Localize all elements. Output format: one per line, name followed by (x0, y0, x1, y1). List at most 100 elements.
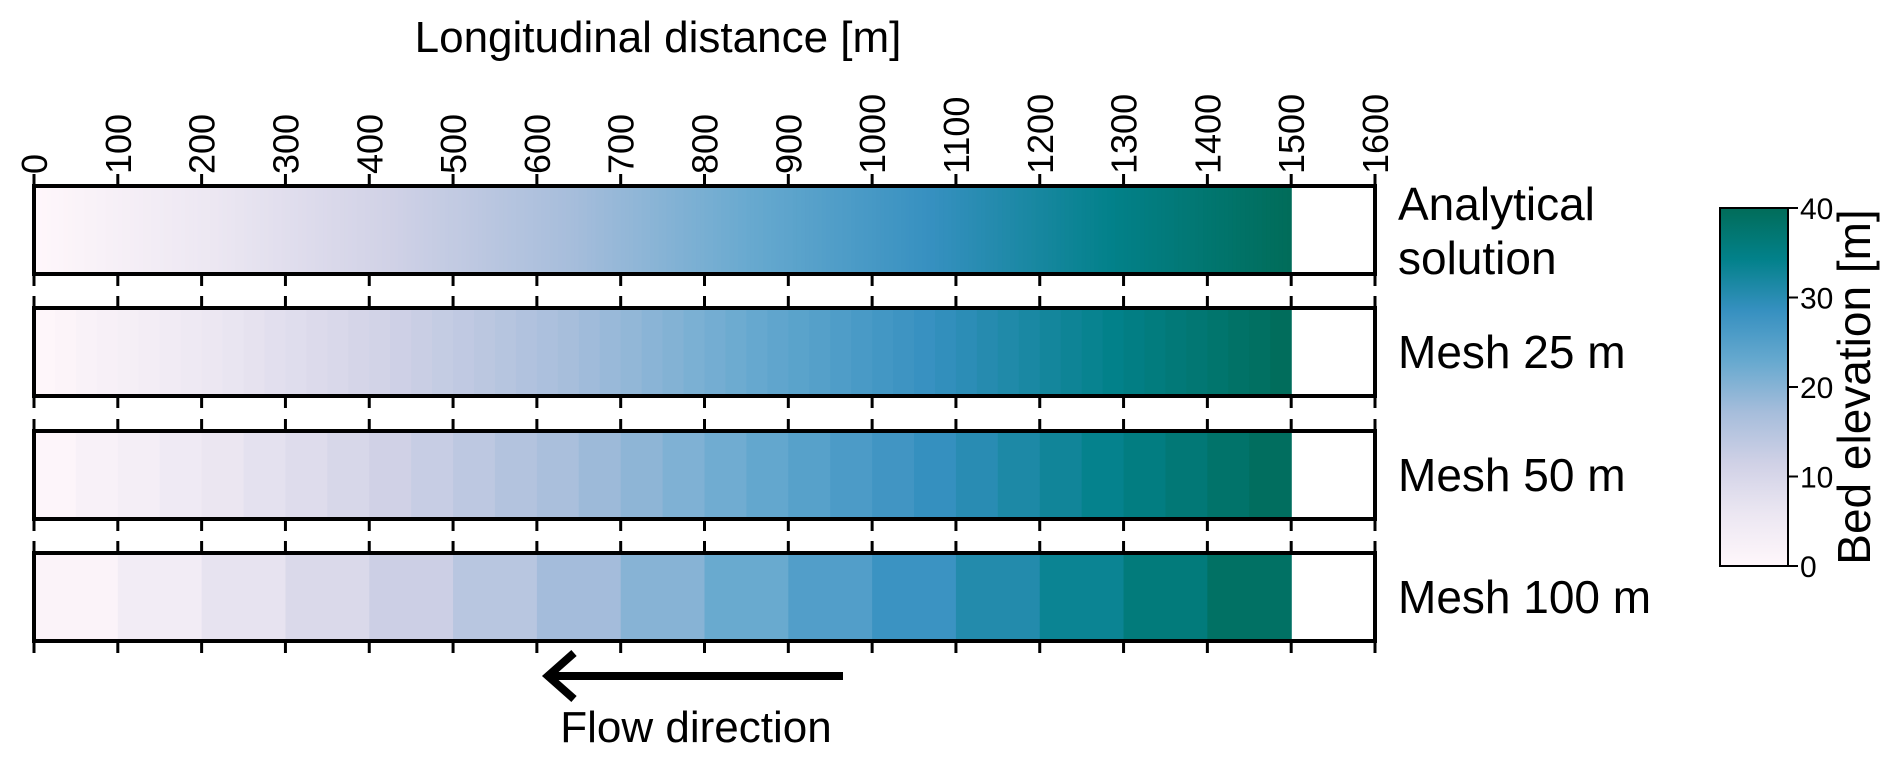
elevation-cell (520, 186, 525, 274)
elevation-cell (985, 186, 991, 274)
colorbar-label: Bed elevation [m] (1828, 209, 1880, 564)
elevation-cell (436, 186, 442, 274)
elevation-cell (130, 186, 136, 274)
elevation-cell (662, 308, 685, 396)
elevation-cell (1123, 308, 1146, 396)
elevation-cell (595, 186, 601, 274)
elevation-cell (1152, 186, 1158, 274)
elevation-cell (809, 186, 815, 274)
elevation-cell (1253, 186, 1259, 274)
elevation-cell (566, 186, 571, 274)
elevation-cell (1144, 308, 1167, 396)
elevation-cell (34, 553, 119, 641)
elevation-cell (155, 186, 161, 274)
elevation-cell (574, 186, 580, 274)
elevation-cell (872, 186, 877, 274)
elevation-cell (612, 186, 618, 274)
elevation-cell (453, 553, 538, 641)
row-label: Mesh 25 m (1398, 326, 1626, 378)
elevation-cell (34, 431, 77, 519)
elevation-cell (641, 308, 664, 396)
elevation-cell (147, 186, 152, 274)
elevation-cell (38, 186, 43, 274)
elevation-cell (302, 186, 307, 274)
elevation-cell (1102, 186, 1108, 274)
elevation-cell (1052, 186, 1058, 274)
elevation-cell (1106, 186, 1112, 274)
elevation-cell (1069, 186, 1074, 274)
elevation-cell (369, 553, 454, 641)
elevation-cell (536, 553, 622, 641)
x-tick-label: 700 (601, 114, 642, 174)
elevation-cell (553, 186, 559, 274)
elevation-cell (955, 186, 961, 274)
elevation-cell (955, 553, 1041, 641)
elevation-cell (75, 431, 119, 519)
elevation-cell (851, 308, 873, 396)
elevation-cell (515, 186, 521, 274)
elevation-cell (767, 186, 773, 274)
elevation-cell (494, 186, 500, 274)
elevation-cell (494, 308, 517, 396)
elevation-cell (1060, 186, 1066, 274)
elevation-cell (1270, 308, 1292, 396)
elevation-cell (411, 431, 454, 519)
elevation-cell (767, 308, 789, 396)
colorbar-tick-label: 30 (1800, 283, 1833, 316)
elevation-cell (243, 431, 287, 519)
x-tick-label: 800 (685, 114, 726, 174)
elevation-cell (872, 553, 957, 641)
elevation-cell (922, 186, 928, 274)
elevation-cell (989, 186, 995, 274)
elevation-cell (842, 186, 848, 274)
elevation-cell (792, 186, 798, 274)
elevation-cell (955, 431, 999, 519)
elevation-cell (478, 186, 483, 274)
elevation-cell (201, 308, 224, 396)
elevation-cell (1081, 186, 1087, 274)
elevation-cell (968, 186, 974, 274)
elevation-cell (193, 186, 199, 274)
elevation-cell (830, 431, 873, 519)
elevation-cell (511, 186, 517, 274)
elevation-cell (159, 186, 165, 274)
elevation-cell (687, 186, 693, 274)
elevation-cell (528, 186, 534, 274)
row-label: Mesh 50 m (1398, 449, 1626, 501)
elevation-cell (176, 186, 182, 274)
elevation-cell (75, 186, 81, 274)
x-tick-label: 1600 (1355, 94, 1396, 174)
elevation-cell (318, 186, 324, 274)
elevation-cell (746, 431, 789, 519)
elevation-cell (1094, 186, 1100, 274)
elevation-cell (352, 186, 358, 274)
elevation-cell (1144, 186, 1150, 274)
elevation-cell (331, 186, 337, 274)
elevation-cell (1027, 186, 1032, 274)
elevation-cell (1014, 186, 1020, 274)
elevation-cell (1215, 186, 1221, 274)
elevation-cell (1102, 308, 1125, 396)
elevation-cell (742, 186, 748, 274)
elevation-cell (402, 186, 408, 274)
elevation-cell (1043, 186, 1049, 274)
elevation-cell (386, 186, 391, 274)
elevation-cell (1245, 186, 1250, 274)
elevation-cell (1211, 186, 1217, 274)
elevation-cell (1123, 431, 1167, 519)
elevation-cell (1190, 186, 1196, 274)
elevation-cell (1207, 553, 1292, 641)
elevation-cell (788, 431, 831, 519)
elevation-cell (323, 186, 328, 274)
elevation-cell (1085, 186, 1091, 274)
elevation-cell (955, 308, 978, 396)
elevation-cell (536, 308, 559, 396)
flow-direction-annotation: Flow direction (541, 650, 843, 752)
elevation-cell (872, 308, 894, 396)
elevation-cell (218, 186, 224, 274)
elevation-cell (1228, 308, 1250, 396)
elevation-cell (679, 186, 685, 274)
elevation-cell (620, 186, 626, 274)
elevation-cell (281, 186, 287, 274)
elevation-cell (243, 186, 249, 274)
